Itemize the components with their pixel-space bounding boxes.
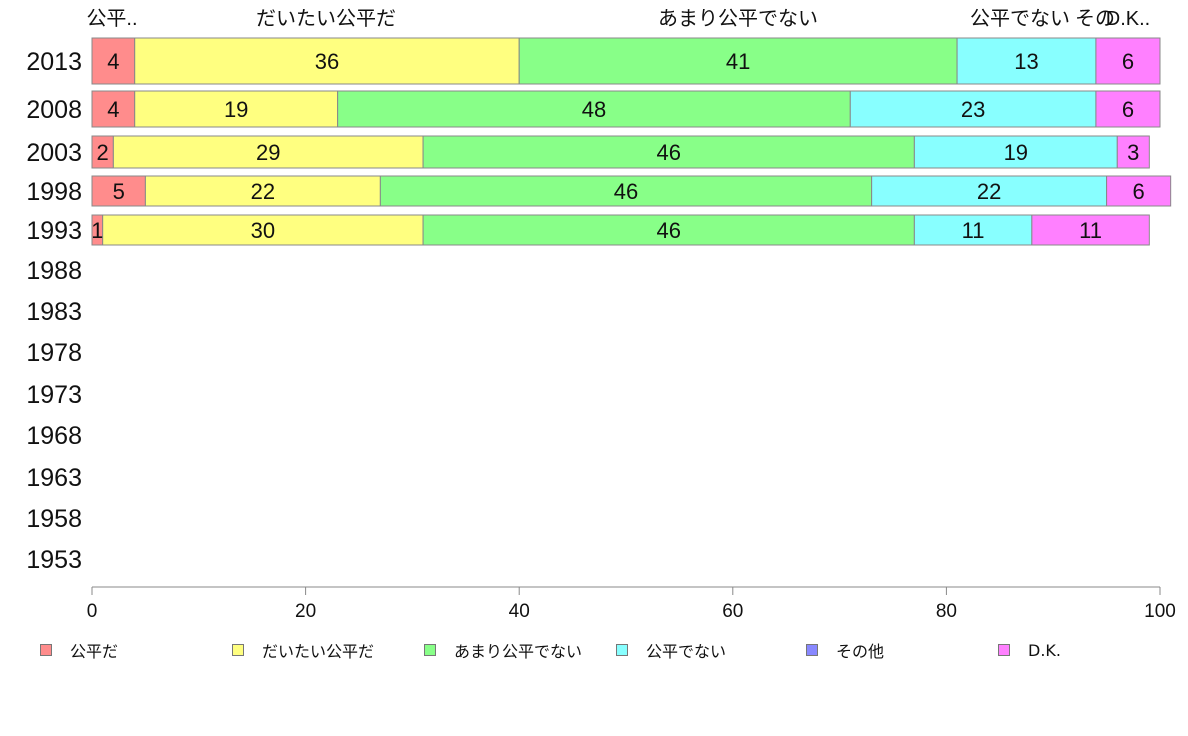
bar-segment-2013-5 xyxy=(1095,37,1161,85)
bar-segment-2003-1 xyxy=(112,135,424,169)
legend-swatch-other xyxy=(806,644,818,656)
legend-label-mostly-fair: だいたい公平だ xyxy=(262,642,375,661)
data-label-2003-1: 29 xyxy=(256,140,280,165)
bar-segment-2008-5 xyxy=(1095,90,1161,128)
data-label-2003-3: 19 xyxy=(1004,140,1028,165)
data-label-1998-2: 46 xyxy=(614,179,638,204)
legend-item-other: その他 xyxy=(806,640,885,661)
bar-segment-2008-0 xyxy=(91,90,136,128)
bar-segment-1993-5 xyxy=(1031,214,1150,246)
bar-segment-1998-5 xyxy=(1106,175,1172,207)
data-label-2013-5: 6 xyxy=(1122,49,1134,74)
data-label-2003-2: 46 xyxy=(656,140,680,165)
y-tick-label-1953: 1953 xyxy=(26,546,82,574)
legend-label-not-fair: 公平でない xyxy=(646,642,727,661)
legend-label-other: その他 xyxy=(836,642,885,661)
y-tick-label-2003: 2003 xyxy=(26,139,82,167)
top-label-0: 公平.. xyxy=(86,8,137,30)
legend-item-dk: D.K. xyxy=(998,640,1061,660)
legend-swatch-fair xyxy=(40,644,52,656)
data-label-2013-0: 4 xyxy=(107,49,119,74)
data-label-2008-2: 48 xyxy=(582,97,606,122)
bar-segment-2003-5 xyxy=(1116,135,1150,169)
data-label-1993-0: 1 xyxy=(91,218,103,243)
legend-label-not-very-fair: あまり公平でない xyxy=(454,642,583,661)
legend-item-not-very-fair: あまり公平でない xyxy=(424,640,583,661)
data-label-2008-1: 19 xyxy=(224,97,248,122)
x-tick-label-40: 40 xyxy=(509,601,530,622)
top-label-4: その xyxy=(1075,8,1115,30)
data-label-2008-0: 4 xyxy=(107,97,119,122)
data-label-2008-3: 23 xyxy=(961,97,985,122)
y-tick-label-2008: 2008 xyxy=(26,96,82,124)
y-tick-label-1993: 1993 xyxy=(26,217,82,245)
bar-segment-1998-3 xyxy=(871,175,1108,207)
y-tick-label-1983: 1983 xyxy=(26,298,82,326)
data-label-1993-2: 46 xyxy=(656,218,680,243)
legend-swatch-mostly-fair xyxy=(232,644,244,656)
data-label-1993-5: 11 xyxy=(1079,218,1102,243)
bar-segment-1993-3 xyxy=(913,214,1033,246)
bar-segment-2003-2 xyxy=(422,135,915,169)
bar-segment-2008-3 xyxy=(849,90,1097,128)
x-tick-label-100: 100 xyxy=(1144,601,1176,622)
bar-segment-2013-3 xyxy=(956,37,1097,85)
y-tick-label-1978: 1978 xyxy=(26,339,82,367)
top-label-2: あまり公平でない xyxy=(658,8,818,30)
legend-item-not-fair: 公平でない xyxy=(616,640,727,661)
y-tick-label-2013: 2013 xyxy=(26,48,82,76)
y-tick-label-1998: 1998 xyxy=(26,178,82,206)
top-label-3: 公平でない xyxy=(970,8,1070,30)
data-label-2003-5: 3 xyxy=(1127,140,1139,165)
y-tick-label-1988: 1988 xyxy=(26,257,82,285)
x-tick-label-20: 20 xyxy=(295,601,316,622)
data-label-1998-5: 6 xyxy=(1133,179,1145,204)
legend-item-mostly-fair: だいたい公平だ xyxy=(232,640,375,661)
legend-swatch-not-very-fair xyxy=(424,644,436,656)
bar-segment-2008-1 xyxy=(134,90,339,128)
top-label-5: D.K.. xyxy=(1106,8,1150,30)
data-label-2003-0: 2 xyxy=(97,140,109,165)
bar-segment-1998-1 xyxy=(144,175,381,207)
data-label-1993-3: 11 xyxy=(962,218,985,243)
bar-segment-2013-2 xyxy=(518,37,958,85)
bar-segment-2008-2 xyxy=(337,90,851,128)
bar-segment-1998-2 xyxy=(379,175,873,207)
y-tick-label-1958: 1958 xyxy=(26,505,82,533)
bar-segment-2013-0 xyxy=(91,37,136,85)
bar-segment-2013-1 xyxy=(134,37,520,85)
top-label-1: だいたい公平だ xyxy=(256,8,396,30)
data-label-1998-3: 22 xyxy=(977,179,1001,204)
bar-segment-1993-1 xyxy=(102,214,424,246)
bar-segment-2003-3 xyxy=(913,135,1118,169)
x-tick-label-60: 60 xyxy=(722,601,743,622)
data-label-1998-0: 5 xyxy=(113,179,125,204)
y-tick-label-1973: 1973 xyxy=(26,381,82,409)
legend: 公平だ だいたい公平だ あまり公平でない 公平でない その他 D.K. xyxy=(40,640,1180,664)
x-tick-label-80: 80 xyxy=(936,601,957,622)
y-tick-label-1968: 1968 xyxy=(26,422,82,450)
data-label-2013-1: 36 xyxy=(315,49,339,74)
legend-swatch-not-fair xyxy=(616,644,628,656)
bar-segment-1998-0 xyxy=(91,175,146,207)
legend-label-dk: D.K. xyxy=(1028,640,1061,660)
data-label-2013-2: 41 xyxy=(726,49,750,74)
data-label-1993-1: 30 xyxy=(251,218,275,243)
y-tick-label-1963: 1963 xyxy=(26,464,82,492)
data-label-2008-5: 6 xyxy=(1122,97,1134,122)
x-tick-label-0: 0 xyxy=(87,601,98,622)
legend-item-fair: 公平だ xyxy=(40,640,119,661)
data-label-1998-1: 22 xyxy=(251,179,275,204)
legend-label-fair: 公平だ xyxy=(70,642,119,661)
legend-swatch-dk xyxy=(998,644,1010,656)
data-label-2013-3: 13 xyxy=(1014,49,1038,74)
